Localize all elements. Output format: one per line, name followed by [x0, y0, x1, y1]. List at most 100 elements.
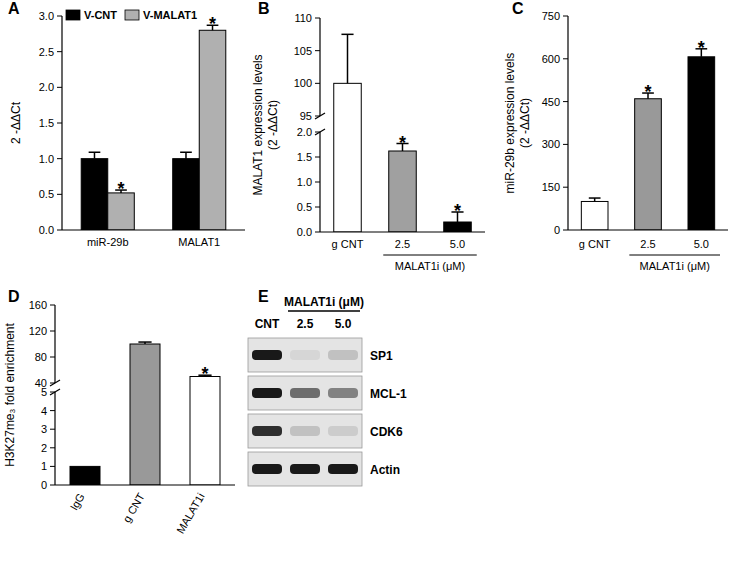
panel-title: A [8, 0, 20, 17]
bar [190, 377, 220, 486]
y-tick-label: 150 [542, 181, 560, 193]
significance: * [399, 133, 406, 153]
y-tick-label: 0.5 [297, 201, 312, 213]
plot-marks [581, 49, 714, 230]
band [290, 350, 320, 360]
y-tick [57, 194, 62, 195]
y-tick-label: 2 [41, 442, 47, 454]
y-axis [54, 392, 55, 485]
y-tick-label: 0 [554, 224, 560, 236]
y-tick-label: 2.5 [39, 46, 54, 58]
y-tick-label: 1.0 [297, 176, 312, 188]
plot-marks [70, 342, 220, 485]
y-tick [563, 144, 568, 145]
y-tick-label: 160 [29, 299, 47, 311]
y-tick [57, 87, 62, 88]
y-tick-label: 80 [35, 351, 47, 363]
y-tick-label: 450 [542, 96, 560, 108]
y-tick [315, 83, 320, 84]
y-tick [50, 466, 55, 467]
y-tick-label: 100 [294, 77, 312, 89]
y-tick [50, 383, 55, 384]
y-tick-label: 2.0 [297, 126, 312, 138]
row-label: SP1 [370, 349, 393, 363]
group-line [383, 255, 477, 256]
y-tick-label: 120 [29, 325, 47, 337]
x-tick-label: 5.0 [450, 238, 465, 250]
group-label: MALAT1i (μM) [284, 295, 364, 309]
y-tick-label: 0.0 [39, 224, 54, 236]
y-tick [315, 18, 320, 19]
y-tick [315, 116, 320, 117]
axis-break [315, 129, 325, 135]
legend-entry: V-CNT [66, 9, 117, 21]
bar [173, 159, 200, 230]
axis-break [50, 380, 60, 386]
y-axis-label: (2 -ΔΔCt) [518, 98, 532, 148]
y-axis [319, 18, 320, 116]
y-tick [563, 230, 568, 231]
bar [70, 466, 100, 485]
bar [389, 151, 417, 232]
legend-entry: V-MALAT1 [125, 9, 197, 21]
y-axis-label: 2 -ΔΔCt [9, 101, 23, 144]
y-tick [50, 392, 55, 393]
y-tick-label: 2.0 [39, 81, 54, 93]
band [252, 426, 282, 436]
y-tick-label: 1.5 [297, 151, 312, 163]
y-tick-label: 1.0 [39, 153, 54, 165]
error-cap [138, 341, 151, 343]
bar [688, 57, 715, 230]
bar [581, 201, 608, 230]
y-tick-label: 105 [294, 45, 312, 57]
band [328, 388, 358, 398]
band [290, 426, 320, 436]
blot-strip [248, 414, 362, 448]
error-cap [341, 34, 353, 36]
band [252, 388, 282, 398]
error-cap [89, 151, 101, 153]
legend-swatch [66, 10, 80, 20]
bar [635, 99, 662, 230]
group-label: MALAT1i (μM) [395, 260, 465, 272]
y-tick-label: 3 [41, 423, 47, 435]
group-label: MALAT1i (μM) [640, 260, 710, 272]
y-tick-label: 0.0 [297, 226, 312, 238]
x-tick-label: 2.5 [395, 238, 410, 250]
legend-swatch [125, 10, 139, 20]
y-tick [315, 232, 320, 233]
legend-label: V-CNT [84, 9, 117, 21]
band [328, 350, 358, 360]
y-tick-label: 110 [294, 12, 312, 24]
group-line [288, 310, 360, 312]
y-tick [57, 230, 62, 231]
y-tick [57, 158, 62, 159]
panel-title: B [258, 0, 270, 17]
band [252, 464, 282, 474]
band [252, 350, 282, 360]
significance: * [454, 201, 461, 221]
error-bar [94, 152, 96, 158]
y-tick [563, 16, 568, 17]
legend-label: V-MALAT1 [143, 9, 197, 21]
y-tick [50, 331, 55, 332]
y-axis [567, 16, 568, 230]
significance: * [118, 179, 125, 199]
panel-title: D [8, 288, 20, 305]
x-tick-label: MALAT1i [174, 491, 207, 535]
y-axis-label: (2 -ΔΔCt) [266, 100, 280, 150]
y-tick-label: 1 [41, 460, 47, 472]
y-tick-label: 3.0 [39, 10, 54, 22]
y-tick [50, 447, 55, 448]
y-tick-label: 750 [542, 10, 560, 22]
axis-break [315, 113, 325, 119]
axis-break [50, 389, 60, 395]
group-line [629, 255, 720, 256]
y-tick [315, 132, 320, 133]
significance: * [201, 364, 208, 384]
significance: * [644, 82, 651, 102]
error-cap [180, 151, 192, 153]
y-tick [50, 305, 55, 306]
blot-strip [248, 376, 362, 410]
blot-strip [248, 338, 362, 372]
